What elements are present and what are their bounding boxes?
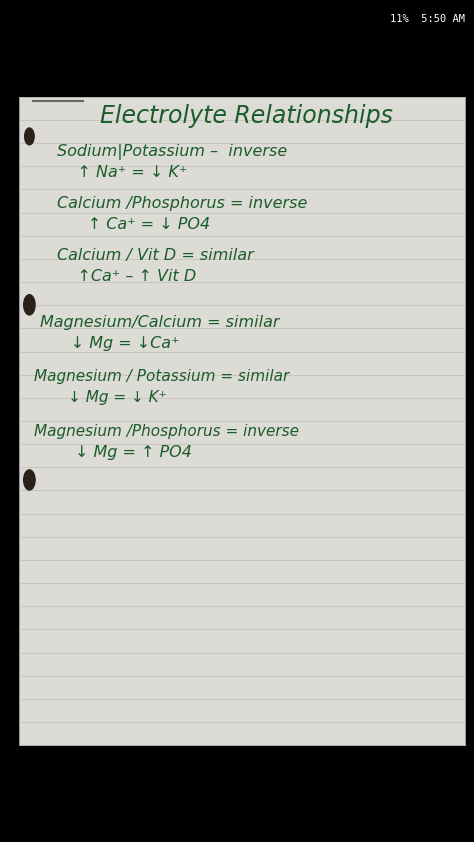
Circle shape — [25, 128, 34, 145]
Text: ↑Ca⁺ – ↑ Vit D: ↑Ca⁺ – ↑ Vit D — [57, 269, 196, 284]
Text: Electrolyte Relationships: Electrolyte Relationships — [100, 104, 393, 128]
Text: Calcium / Vit D = similar: Calcium / Vit D = similar — [57, 248, 254, 263]
Text: 11%  5:50 AM: 11% 5:50 AM — [390, 14, 465, 24]
Text: ↑ Ca⁺ = ↓ PO4: ↑ Ca⁺ = ↓ PO4 — [57, 217, 210, 232]
Text: ↓ Mg = ↑ PO4: ↓ Mg = ↑ PO4 — [34, 445, 192, 461]
Text: Magnesium /Phosphorus = inverse: Magnesium /Phosphorus = inverse — [34, 424, 299, 439]
Text: Sodium|Potassium –  inverse: Sodium|Potassium – inverse — [57, 143, 287, 160]
Text: Magnesium/Calcium = similar: Magnesium/Calcium = similar — [40, 315, 280, 330]
FancyBboxPatch shape — [19, 97, 465, 745]
Text: Magnesium / Potassium = similar: Magnesium / Potassium = similar — [34, 369, 290, 384]
Text: ↓ Mg = ↓Ca⁺: ↓ Mg = ↓Ca⁺ — [40, 336, 180, 351]
Text: Calcium /Phosphorus = inverse: Calcium /Phosphorus = inverse — [57, 196, 307, 211]
Circle shape — [24, 295, 35, 315]
Text: ↓ Mg = ↓ K⁺: ↓ Mg = ↓ K⁺ — [34, 390, 167, 405]
Circle shape — [24, 470, 35, 490]
Text: ↑ Na⁺ = ↓ K⁺: ↑ Na⁺ = ↓ K⁺ — [57, 165, 187, 180]
